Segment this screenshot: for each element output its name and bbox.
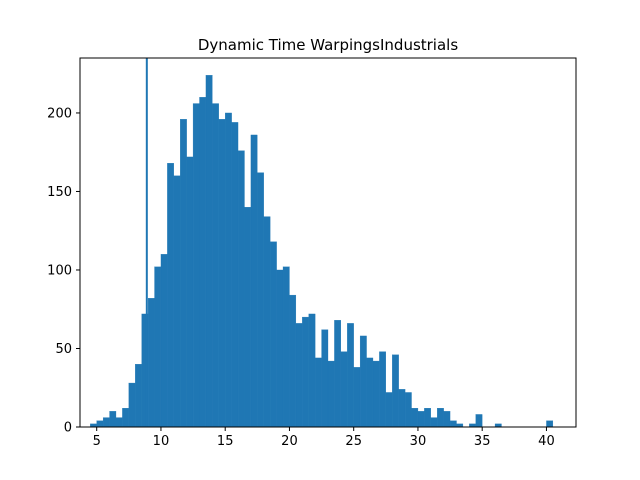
histogram-bar (192, 103, 200, 428)
histogram-bar (424, 408, 431, 428)
histogram-bar (398, 389, 406, 428)
histogram-bar (404, 392, 412, 428)
histogram-bar (411, 408, 419, 428)
x-tick-label: 15 (217, 434, 234, 449)
histogram-bar (231, 122, 239, 428)
histogram-bar (417, 411, 425, 428)
y-tick-label: 50 (55, 342, 72, 357)
histogram-bar (167, 163, 174, 428)
histogram-bar (237, 150, 245, 428)
histogram-bar (359, 335, 367, 428)
histogram-bar (109, 411, 117, 428)
histogram-bar (147, 298, 155, 428)
histogram-bar (257, 172, 264, 428)
histogram-bar (449, 420, 457, 428)
histogram-bar (475, 414, 483, 428)
histogram-bar (154, 266, 162, 428)
x-tick-label: 30 (410, 434, 427, 449)
histogram-bar (263, 216, 271, 428)
histogram-bar (430, 417, 438, 428)
histogram-bar (295, 323, 303, 428)
histogram-bar (302, 316, 309, 428)
histogram-bar (437, 408, 444, 428)
histogram-bar (334, 320, 341, 428)
x-tick-label: 25 (345, 434, 362, 449)
histogram-bar (379, 351, 386, 428)
histogram-bar (347, 323, 354, 428)
chart-title: Dynamic Time WarpingsIndustrials (198, 36, 459, 54)
plot-frame (79, 57, 577, 428)
histogram-bar (250, 134, 258, 428)
y-tick-label: 100 (47, 263, 72, 278)
histogram-bar (225, 112, 232, 428)
histogram-bar (115, 417, 123, 428)
bars-group (90, 75, 554, 428)
histogram-bar (270, 241, 277, 428)
histogram-bar (340, 351, 348, 428)
y-axis: 0 50 100 150 200 (47, 106, 80, 436)
x-tick-label: 20 (281, 434, 298, 449)
histogram-bar (180, 119, 187, 428)
histogram-bar (212, 103, 219, 428)
histogram-bar (135, 364, 142, 428)
histogram-bar (327, 360, 335, 428)
y-tick-label: 150 (47, 185, 72, 200)
histogram-bar (308, 313, 316, 428)
x-tick-label: 40 (538, 434, 555, 449)
histogram-bar (102, 417, 110, 428)
histogram-bar (205, 75, 213, 428)
histogram-bar (282, 266, 290, 428)
histogram-bar (392, 354, 399, 428)
x-tick-label: 5 (93, 434, 101, 449)
histogram-bar (218, 119, 226, 428)
histogram-bar (244, 207, 252, 428)
histogram-bar (366, 357, 374, 428)
histogram-bar (443, 411, 451, 428)
histogram-bar (173, 175, 181, 428)
histogram-bar (372, 360, 380, 428)
histogram-bar (160, 254, 168, 428)
histogram-bar (289, 294, 297, 428)
y-tick-label: 200 (47, 106, 72, 121)
x-tick-label: 35 (474, 434, 491, 449)
histogram-bar (122, 408, 129, 428)
histogram-bar (276, 269, 284, 428)
histogram-bar (321, 329, 329, 428)
histogram-bar (186, 156, 194, 428)
x-axis: 5 10 15 20 25 30 35 40 (93, 427, 555, 449)
histogram-bar (546, 420, 554, 428)
histogram-bar (353, 367, 361, 428)
histogram-bar (385, 392, 393, 428)
histogram-bar (128, 382, 136, 428)
histogram-bar (96, 420, 104, 428)
y-tick-label: 0 (64, 421, 72, 436)
histogram-bar (315, 357, 322, 428)
histogram-bar (199, 97, 207, 428)
x-tick-label: 10 (153, 434, 170, 449)
